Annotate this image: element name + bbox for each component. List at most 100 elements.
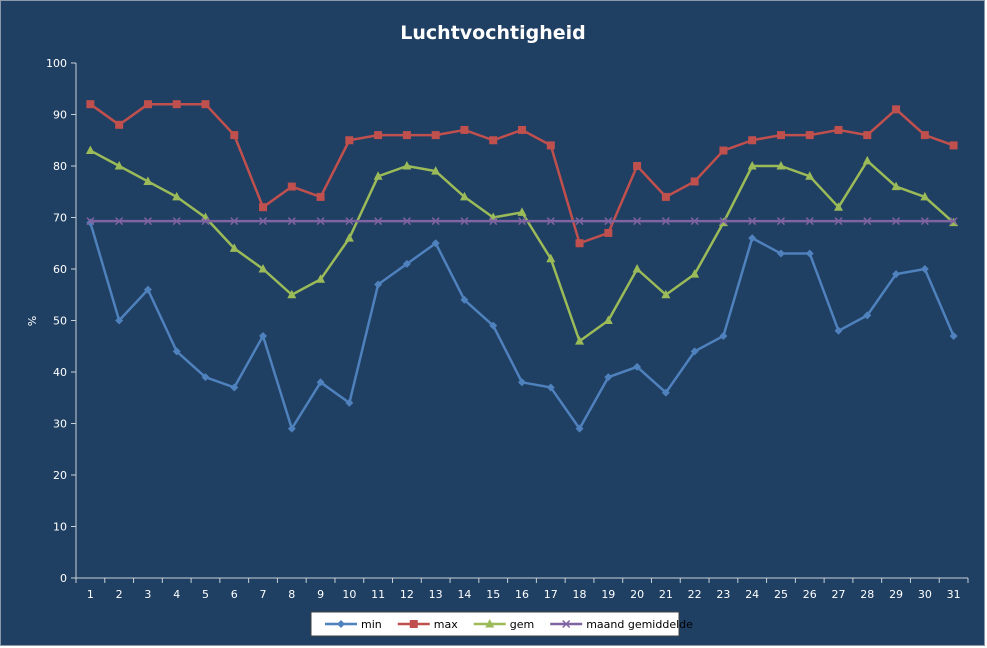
data-point-maand-gemiddelde	[604, 217, 613, 226]
x-marker-stroke	[489, 217, 498, 226]
x-tick-label: 28	[860, 588, 874, 601]
chart-title: Luchtvochtigheid	[400, 22, 585, 44]
data-point-gem	[920, 191, 930, 201]
data-point-max	[172, 100, 181, 109]
data-point-max	[546, 141, 555, 150]
x-tick-label: 7	[260, 588, 267, 601]
data-point-maand-gemiddelde	[834, 217, 843, 226]
data-point-gem	[603, 315, 613, 324]
data-point-maand-gemiddelde	[748, 217, 757, 226]
data-point-min	[949, 331, 958, 340]
data-point-min	[863, 311, 872, 320]
data-point-min	[431, 239, 440, 248]
data-point-min	[460, 295, 469, 304]
data-point-min	[115, 316, 124, 325]
x-tick-label: 10	[342, 588, 356, 601]
data-point-gem	[632, 264, 642, 273]
data-point-min	[201, 373, 210, 382]
series-layer	[85, 100, 959, 433]
data-point-max	[374, 131, 383, 140]
data-point-max	[690, 177, 699, 186]
y-tick-label: 50	[53, 315, 67, 328]
data-point-min	[748, 234, 757, 243]
x-marker-stroke	[345, 217, 354, 226]
x-tick-label: 4	[173, 588, 180, 601]
x-tick-label: 21	[659, 588, 673, 601]
y-tick-label: 40	[53, 366, 67, 379]
data-point-gem	[114, 161, 124, 170]
data-point-min	[230, 383, 239, 392]
data-point-maand-gemiddelde	[633, 217, 642, 226]
legend-label-maand-gemiddelde: maand gemiddelde	[586, 618, 693, 631]
data-point-maand-gemiddelde	[575, 217, 584, 226]
data-point-max	[143, 100, 152, 109]
series-line-gem	[89, 149, 955, 343]
data-point-min	[920, 265, 929, 273]
data-point-maand-gemiddelde	[86, 217, 95, 226]
data-point-min	[776, 249, 785, 258]
data-point-maand-gemiddelde	[460, 217, 469, 226]
data-point-gem	[287, 289, 297, 299]
x-tick-label: 15	[486, 588, 500, 601]
data-point-max	[230, 131, 239, 140]
x-tick-label: 23	[716, 588, 730, 601]
x-tick-label: 11	[371, 588, 385, 601]
data-point-gem	[690, 269, 700, 278]
data-point-gem	[344, 233, 354, 242]
x-marker-stroke	[920, 217, 929, 226]
x-marker-stroke	[517, 217, 527, 226]
data-point-maand-gemiddelde	[489, 217, 498, 226]
x-marker-stroke	[546, 217, 555, 226]
y-tick-label: 30	[53, 418, 67, 431]
data-point-min	[575, 424, 584, 433]
data-point-min	[546, 383, 555, 392]
data-point-max	[920, 131, 929, 140]
legend-marker-max	[409, 620, 418, 628]
x-tick-label: 13	[429, 588, 443, 601]
legend-marker-gem	[485, 619, 495, 628]
data-point-min	[518, 378, 526, 387]
data-point-maand-gemiddelde	[719, 217, 728, 226]
data-point-max	[316, 192, 325, 201]
data-point-gem	[546, 253, 556, 263]
x-marker-stroke	[719, 217, 728, 226]
x-marker-stroke	[575, 217, 584, 226]
x-marker-stroke	[287, 217, 296, 226]
y-tick-label: 100	[46, 57, 67, 70]
x-tick-label: 29	[889, 588, 903, 601]
data-point-gem	[891, 181, 901, 191]
data-point-min	[172, 347, 181, 356]
data-point-max	[748, 136, 757, 145]
data-point-maand-gemiddelde	[690, 217, 699, 226]
data-point-min	[604, 373, 613, 382]
data-point-gem	[575, 336, 585, 345]
y-tick-label: 10	[53, 521, 67, 534]
x-tick-label: 19	[601, 588, 615, 601]
data-point-max	[949, 141, 958, 150]
x-tick-label: 27	[832, 588, 846, 601]
legend-label-min: min	[361, 618, 382, 631]
data-point-gem	[143, 176, 153, 185]
x-marker-stroke	[776, 217, 785, 226]
data-point-max	[805, 131, 814, 140]
x-tick-label: 17	[544, 588, 558, 601]
legend-label-max: max	[434, 618, 458, 631]
x-tick-label: 26	[803, 588, 817, 601]
data-point-max	[575, 239, 584, 248]
data-point-maand-gemiddelde	[431, 217, 440, 226]
x-marker-stroke	[661, 217, 670, 226]
data-point-gem	[316, 274, 326, 283]
data-point-max	[259, 203, 268, 212]
x-marker-stroke	[86, 217, 95, 226]
x-marker-stroke	[431, 217, 440, 226]
y-tick-label: 0	[60, 572, 67, 585]
data-point-maand-gemiddelde	[863, 217, 872, 226]
x-marker-stroke	[834, 217, 843, 226]
data-point-maand-gemiddelde	[143, 217, 152, 226]
x-tick-label: 2	[116, 588, 123, 601]
x-marker-stroke	[892, 217, 901, 226]
x-marker-stroke	[949, 217, 958, 226]
